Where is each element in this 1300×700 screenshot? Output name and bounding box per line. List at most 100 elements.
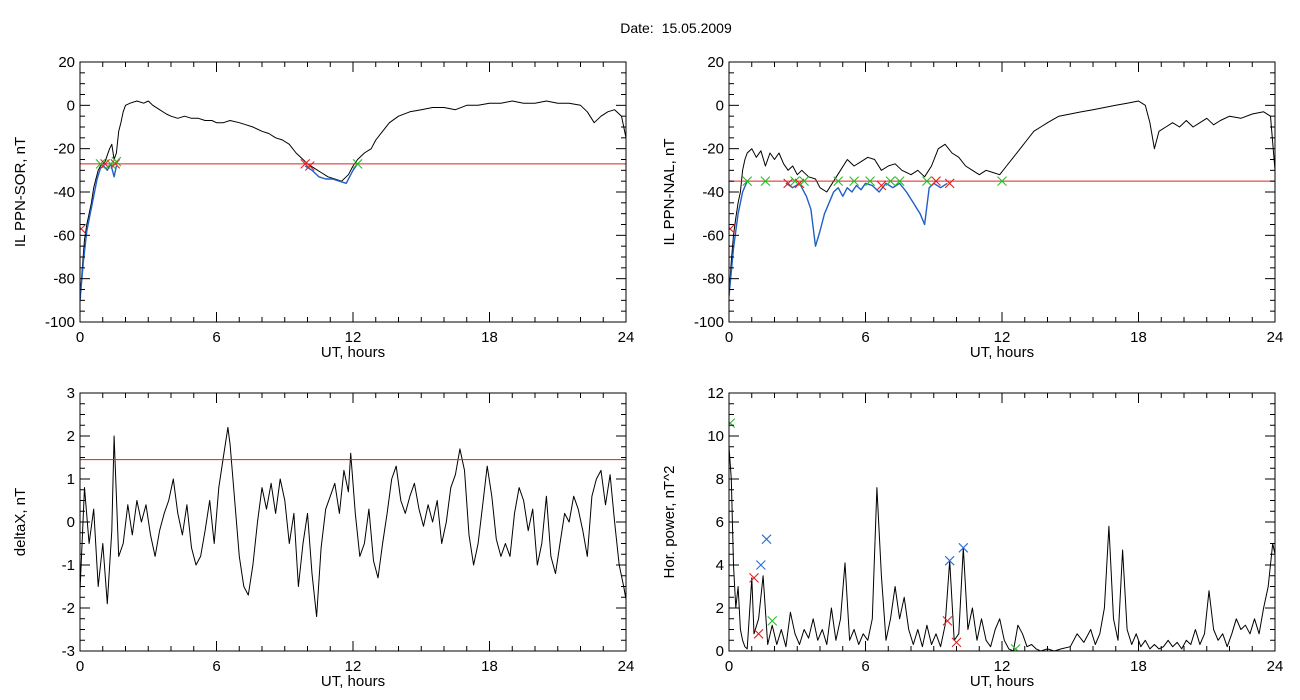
y-tick-label: 0 — [67, 97, 75, 114]
y-axis-title: IL PPN-NAL, nT — [661, 139, 678, 246]
y-tick-label: -100 — [694, 314, 724, 331]
y-axis-title: Hor. power, nT^2 — [661, 466, 678, 579]
series-line-filtered-2 — [785, 182, 948, 247]
x-marker — [729, 418, 736, 428]
x-marker-stroke-b — [749, 573, 759, 583]
x-marker — [105, 158, 116, 169]
x-marker — [753, 628, 764, 639]
y-tick-label: -100 — [45, 314, 75, 331]
y-tick-label: 12 — [707, 385, 724, 402]
x-marker — [922, 176, 932, 187]
x-marker-stroke-b — [1012, 643, 1021, 651]
x-marker — [304, 161, 315, 171]
plot-area — [729, 418, 1275, 651]
x-marker-stroke-b — [833, 176, 844, 187]
x-tick-label: 18 — [1130, 329, 1147, 346]
date-value: 15.05.2009 — [662, 20, 732, 36]
series-line-filtered-1 — [80, 163, 118, 301]
x-marker-stroke-b — [767, 616, 778, 626]
x-marker-stroke-b — [958, 542, 969, 553]
x-marker-stroke-b — [352, 158, 363, 169]
x-marker — [110, 158, 121, 169]
y-tick-label: 0 — [67, 514, 75, 531]
x-tick-label: 12 — [994, 658, 1011, 675]
y-tick-label: 20 — [58, 54, 75, 71]
y-tick-label: -40 — [53, 184, 75, 201]
y-tick-label: -80 — [702, 271, 724, 288]
x-marker — [749, 573, 759, 583]
x-marker-stroke-b — [110, 158, 121, 169]
y-tick-label: -20 — [53, 141, 75, 158]
series-line-filtered-1 — [729, 180, 748, 297]
y-tick-label: -2 — [62, 600, 75, 617]
series-line-data-0 — [80, 100, 626, 301]
y-axis-title: deltaX, nT — [12, 488, 29, 556]
x-axis-title: UT, hours — [321, 344, 385, 361]
panel-top-left: 0 6 12 18 24 -100 -80 -60 -40 -20 0 20 UT, hours IL P… — [12, 54, 634, 361]
x-marker-stroke-b — [885, 176, 896, 187]
x-axis-title: UT, hours — [970, 673, 1034, 690]
x-marker-stroke-b — [111, 156, 122, 167]
x-marker — [111, 156, 122, 167]
x-axis-title: UT, hours — [970, 344, 1034, 361]
x-marker — [1010, 643, 1021, 651]
x-marker-stroke-b — [755, 560, 766, 570]
x-marker — [833, 176, 844, 187]
date-label: Date: — [620, 20, 653, 36]
x-tick-label: 6 — [861, 329, 869, 346]
x-marker — [944, 178, 955, 189]
plot-area — [729, 100, 1275, 297]
x-tick-label: 0 — [76, 658, 84, 675]
x-marker-stroke-b — [790, 176, 800, 187]
x-tick-label: 18 — [481, 329, 498, 346]
x-marker — [876, 180, 887, 191]
x-marker-stroke-b — [865, 176, 875, 187]
x-marker-stroke-b — [922, 176, 932, 187]
y-tick-label: 8 — [716, 471, 724, 488]
x-marker-stroke-b — [799, 176, 809, 187]
x-marker — [951, 637, 962, 648]
x-tick-label: 6 — [212, 329, 220, 346]
x-tick-label: 6 — [212, 658, 220, 675]
x-marker-stroke-b — [951, 637, 962, 648]
x-tick-label: 12 — [345, 658, 362, 675]
x-tick-label: 18 — [1130, 658, 1147, 675]
x-marker-stroke-b — [304, 161, 315, 171]
x-marker-stroke-b — [742, 176, 753, 187]
y-tick-label: 2 — [716, 600, 724, 617]
plot-area — [80, 100, 626, 301]
x-marker-stroke-b — [783, 178, 794, 189]
y-tick-label: 10 — [707, 428, 724, 445]
x-marker-stroke-b — [95, 158, 106, 169]
x-marker-stroke-b — [760, 176, 771, 187]
x-marker-stroke-b — [753, 628, 764, 639]
x-tick-label: 24 — [1267, 658, 1284, 675]
x-marker-stroke-b — [300, 158, 311, 169]
series-line-data-0 — [80, 426, 626, 618]
x-marker — [742, 176, 753, 187]
y-tick-label: -3 — [62, 643, 75, 660]
x-tick-label: 24 — [618, 329, 635, 346]
x-marker-stroke-b — [894, 176, 905, 187]
x-marker-stroke-b — [997, 176, 1007, 187]
y-tick-label: -1 — [62, 557, 75, 574]
x-marker — [997, 176, 1007, 187]
x-tick-label: 24 — [1267, 329, 1284, 346]
y-tick-label: -80 — [53, 271, 75, 288]
x-marker — [767, 616, 778, 626]
x-tick-label: 12 — [994, 329, 1011, 346]
x-tick-label: 0 — [725, 658, 733, 675]
x-marker — [849, 176, 860, 187]
x-marker — [80, 223, 87, 234]
x-marker-stroke-b — [729, 223, 736, 231]
x-axis-title: UT, hours — [321, 673, 385, 690]
x-marker — [352, 158, 363, 169]
x-marker-stroke-b — [849, 176, 860, 187]
y-tick-label: -60 — [702, 227, 724, 244]
y-tick-label: 0 — [716, 643, 724, 660]
x-marker — [944, 555, 955, 566]
y-tick-label: 3 — [67, 385, 75, 402]
